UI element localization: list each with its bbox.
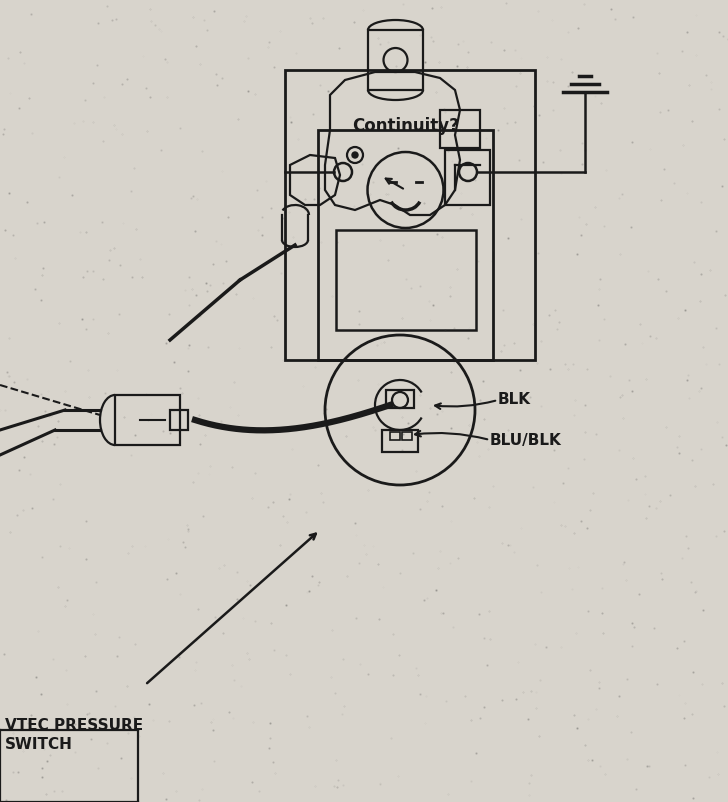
Text: Continuity?: Continuity? (352, 117, 459, 135)
Bar (440, 110, 480, 148)
Text: BLU/BLK: BLU/BLK (490, 432, 562, 448)
Bar (368, 30, 423, 90)
Bar (170, 410, 188, 430)
Bar (445, 150, 490, 205)
Bar (390, 432, 400, 440)
Bar (336, 230, 476, 330)
Text: VTEC PRESSURE
SWITCH: VTEC PRESSURE SWITCH (5, 718, 143, 751)
Text: BLK: BLK (498, 392, 531, 407)
Bar (285, 70, 535, 360)
Bar (382, 430, 418, 452)
Bar (318, 130, 493, 360)
Bar (115, 395, 180, 445)
Bar (386, 390, 414, 408)
Circle shape (352, 152, 358, 158)
Bar (402, 432, 412, 440)
